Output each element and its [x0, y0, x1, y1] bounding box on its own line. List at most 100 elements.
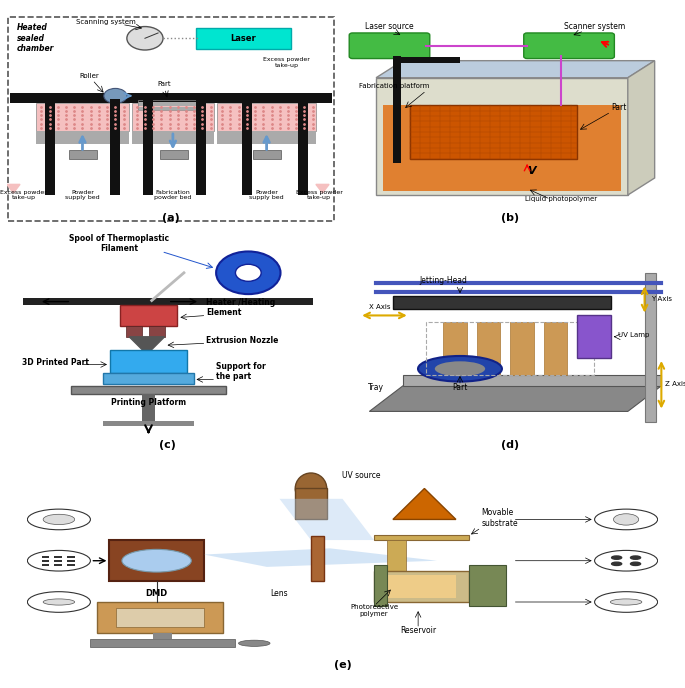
- Bar: [55, 564, 62, 566]
- Text: Z Axis: Z Axis: [664, 381, 685, 387]
- Text: Laser: Laser: [231, 34, 256, 43]
- Ellipse shape: [614, 514, 638, 525]
- FancyBboxPatch shape: [196, 28, 291, 49]
- Text: Part: Part: [158, 81, 171, 87]
- Bar: [143, 99, 153, 195]
- Text: Fabrication platform: Fabrication platform: [359, 83, 429, 89]
- Bar: [386, 540, 406, 571]
- Bar: [138, 102, 204, 103]
- Circle shape: [27, 509, 90, 530]
- Circle shape: [630, 562, 640, 566]
- Bar: [23, 299, 312, 305]
- Bar: [217, 103, 316, 131]
- Text: Movable
substrate: Movable substrate: [481, 508, 518, 528]
- Bar: [160, 150, 188, 159]
- Text: Powder
supply bed: Powder supply bed: [65, 189, 100, 200]
- Bar: [103, 421, 194, 427]
- Circle shape: [595, 592, 658, 612]
- Text: Photoreactive
polymer: Photoreactive polymer: [350, 605, 398, 617]
- Circle shape: [595, 550, 658, 571]
- Bar: [42, 564, 49, 566]
- Text: Powder
supply bed: Powder supply bed: [249, 189, 284, 200]
- Text: Scanner system: Scanner system: [564, 22, 625, 31]
- Bar: [577, 315, 611, 358]
- Circle shape: [595, 509, 658, 530]
- Ellipse shape: [238, 640, 270, 647]
- Bar: [119, 305, 177, 326]
- Bar: [36, 103, 129, 131]
- Bar: [383, 105, 621, 191]
- Bar: [217, 131, 316, 144]
- FancyBboxPatch shape: [524, 33, 614, 58]
- Bar: [426, 322, 594, 375]
- Bar: [510, 322, 534, 375]
- Text: Liquid photopolymer: Liquid photopolymer: [525, 197, 597, 202]
- Circle shape: [630, 556, 640, 559]
- Ellipse shape: [43, 599, 75, 605]
- Bar: [477, 322, 500, 375]
- Bar: [110, 540, 204, 581]
- Bar: [138, 100, 204, 109]
- Polygon shape: [7, 184, 20, 193]
- Bar: [67, 564, 75, 566]
- Text: Scanning system: Scanning system: [75, 19, 136, 25]
- Bar: [393, 58, 460, 63]
- Circle shape: [27, 592, 90, 612]
- Circle shape: [27, 550, 90, 571]
- Bar: [138, 107, 204, 108]
- Text: UV source: UV source: [342, 471, 381, 480]
- Text: Part: Part: [452, 383, 468, 392]
- Polygon shape: [627, 61, 655, 195]
- Circle shape: [43, 514, 75, 524]
- Bar: [10, 93, 332, 103]
- Text: Laser source: Laser source: [365, 22, 414, 31]
- Text: (b): (b): [501, 213, 519, 223]
- Text: V: V: [527, 166, 536, 175]
- Bar: [110, 350, 187, 373]
- Text: (e): (e): [334, 660, 351, 670]
- Polygon shape: [204, 548, 437, 567]
- Circle shape: [612, 556, 622, 559]
- Text: Roller: Roller: [79, 73, 99, 78]
- Bar: [36, 131, 129, 144]
- Text: Reservoir: Reservoir: [400, 626, 436, 635]
- Bar: [153, 633, 173, 639]
- Text: DMD: DMD: [145, 589, 168, 598]
- Text: (a): (a): [162, 213, 180, 223]
- Bar: [142, 394, 155, 422]
- Bar: [90, 639, 236, 647]
- Circle shape: [104, 89, 127, 103]
- Bar: [645, 272, 656, 422]
- Bar: [386, 575, 456, 598]
- Text: Printing Platform: Printing Platform: [111, 398, 186, 407]
- Text: Fabrication
powder bed: Fabrication powder bed: [154, 189, 192, 200]
- Bar: [138, 105, 204, 107]
- Text: X Axis: X Axis: [369, 304, 391, 310]
- Text: Heated
sealed
chamber: Heated sealed chamber: [16, 23, 54, 53]
- Ellipse shape: [418, 356, 502, 382]
- Text: Tray: Tray: [368, 383, 384, 392]
- Polygon shape: [403, 375, 661, 386]
- Text: UV Lamp: UV Lamp: [618, 332, 649, 338]
- Circle shape: [122, 549, 191, 572]
- Bar: [69, 150, 97, 159]
- Bar: [42, 560, 49, 562]
- Text: Lens: Lens: [271, 589, 288, 598]
- Bar: [376, 78, 627, 195]
- Bar: [71, 386, 226, 394]
- Bar: [116, 608, 204, 627]
- Circle shape: [216, 252, 281, 294]
- Ellipse shape: [435, 361, 485, 376]
- FancyBboxPatch shape: [8, 17, 334, 221]
- Text: Excess powder
take-up: Excess powder take-up: [263, 57, 310, 68]
- Bar: [138, 103, 204, 105]
- Bar: [469, 565, 506, 606]
- Polygon shape: [316, 184, 329, 193]
- Bar: [97, 602, 223, 633]
- Polygon shape: [279, 499, 374, 540]
- Bar: [298, 99, 308, 195]
- Bar: [55, 556, 62, 558]
- Bar: [393, 56, 401, 163]
- Text: 3D Printed Part: 3D Printed Part: [22, 358, 88, 367]
- Bar: [42, 556, 49, 558]
